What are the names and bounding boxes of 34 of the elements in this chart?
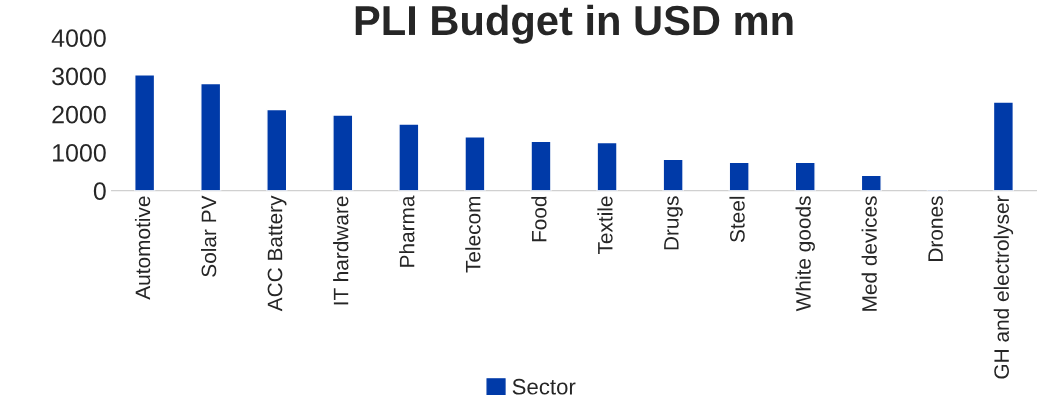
x-tick-label: Automotive bbox=[134, 196, 151, 300]
x-tick-label: Steel bbox=[729, 196, 745, 243]
y-tick-label: 4000 bbox=[51, 29, 106, 48]
legend-label: Sector bbox=[512, 378, 576, 395]
bar bbox=[134, 74, 156, 191]
x-tick-label: White goods bbox=[795, 196, 815, 312]
bar bbox=[530, 140, 552, 191]
bar bbox=[332, 114, 354, 191]
y-tick-label: 1000 bbox=[53, 144, 106, 162]
bar bbox=[794, 161, 816, 191]
x-tick-label: ACC Battery bbox=[267, 195, 287, 312]
bar bbox=[992, 101, 1014, 191]
bar bbox=[728, 161, 750, 191]
y-tick-label: 3000 bbox=[52, 67, 106, 86]
x-tick-label: Textile bbox=[597, 196, 613, 255]
x-tick-label: Telecom bbox=[465, 196, 481, 273]
bar bbox=[200, 82, 222, 191]
x-tick-label: Solar PV bbox=[200, 195, 217, 277]
chart-title: PLI Budget in USD mn bbox=[355, 4, 793, 44]
x-tick-label: IT hardware bbox=[333, 196, 349, 305]
x-tick-label: Med devices bbox=[861, 196, 877, 311]
y-tick-label: 2000 bbox=[52, 105, 106, 124]
x-tick-label: Drones bbox=[928, 196, 943, 261]
bar bbox=[860, 174, 882, 191]
bar bbox=[464, 136, 486, 191]
x-tick-label: Food bbox=[531, 196, 547, 242]
x-tick-label: Drugs bbox=[664, 196, 683, 250]
x-tick-label: GH and electrolyser bbox=[993, 195, 1014, 379]
bar bbox=[596, 141, 618, 191]
bar bbox=[662, 158, 684, 191]
y-tick-label: 0 bbox=[93, 182, 106, 200]
bar bbox=[266, 108, 288, 191]
bar bbox=[398, 123, 420, 191]
x-tick-label: Pharma bbox=[399, 195, 415, 267]
